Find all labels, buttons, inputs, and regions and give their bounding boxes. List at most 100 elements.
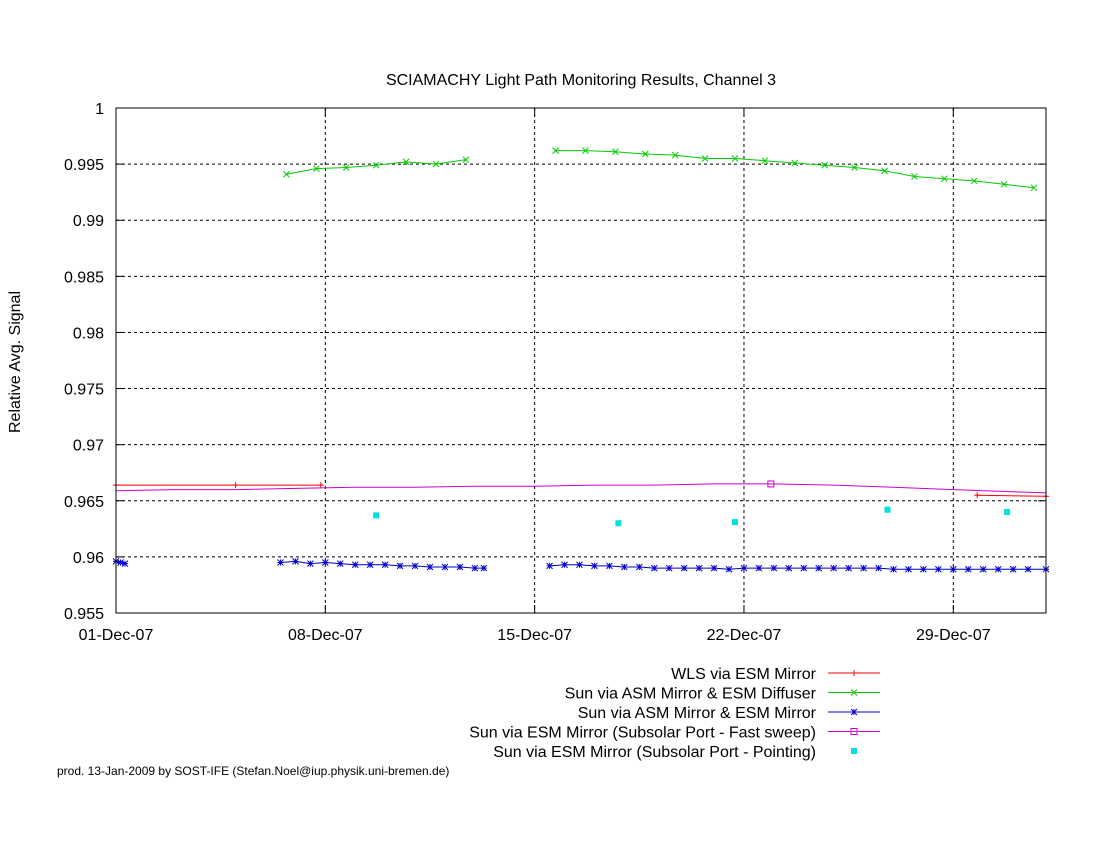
data-point xyxy=(373,512,380,519)
y-axis-label: Relative Avg. Signal xyxy=(7,291,24,433)
data-point xyxy=(612,148,619,156)
data-point xyxy=(232,482,239,489)
data-point xyxy=(471,564,479,572)
data-point xyxy=(402,158,410,166)
legend-marker xyxy=(851,748,857,754)
series-line xyxy=(115,483,1047,494)
legend-label: Sun via ESM Mirror (Subsolar Port - Poin… xyxy=(493,744,816,761)
data-point xyxy=(411,562,419,570)
data-point xyxy=(940,175,948,183)
data-point xyxy=(911,173,918,180)
data-point xyxy=(117,559,124,566)
data-point xyxy=(1009,565,1017,573)
data-point xyxy=(830,564,838,572)
data-point xyxy=(770,564,778,572)
data-point xyxy=(1000,180,1008,188)
legend-marker xyxy=(851,670,857,676)
data-point xyxy=(671,151,679,159)
x-tick-label: 22-Dec-07 xyxy=(707,627,782,644)
data-point xyxy=(800,564,808,572)
data-point xyxy=(740,564,748,572)
y-tick-label: 1 xyxy=(95,101,104,118)
data-point xyxy=(860,564,867,572)
data-point xyxy=(994,565,1002,573)
series-4 xyxy=(373,506,1011,527)
data-point xyxy=(546,562,553,570)
data-point xyxy=(317,482,324,489)
series-3 xyxy=(115,480,1047,494)
legend-label: Sun via ASM Mirror & ESM Mirror xyxy=(578,705,817,722)
data-point xyxy=(381,561,389,569)
data-point xyxy=(582,147,589,154)
data-point xyxy=(821,161,829,169)
data-point xyxy=(277,559,284,566)
series-line xyxy=(555,150,1035,189)
data-point xyxy=(561,561,568,569)
data-point xyxy=(875,564,882,572)
data-point xyxy=(845,564,852,572)
data-point xyxy=(964,565,972,573)
data-point xyxy=(970,177,978,185)
data-point xyxy=(1004,509,1011,515)
data-point xyxy=(761,157,769,165)
data-point xyxy=(432,160,440,168)
data-point xyxy=(905,565,912,573)
y-tick-label: 0.965 xyxy=(64,494,104,511)
data-point xyxy=(755,564,763,572)
data-point xyxy=(641,150,649,158)
chart-title: SCIAMACHY Light Path Monitoring Results,… xyxy=(386,72,776,89)
data-point xyxy=(462,156,470,163)
data-point xyxy=(920,565,927,573)
data-point xyxy=(815,564,823,572)
series-line xyxy=(977,494,1047,497)
data-point xyxy=(606,562,613,570)
data-point xyxy=(710,564,718,572)
data-point xyxy=(851,164,858,171)
data-point xyxy=(615,520,622,527)
data-point xyxy=(307,560,314,567)
data-point xyxy=(121,560,129,567)
data-point xyxy=(665,564,673,572)
data-point xyxy=(635,563,643,571)
data-point xyxy=(701,155,709,162)
legend-label: Sun via ASM Mirror & ESM Diffuser xyxy=(565,686,817,703)
x-tick-label: 15-Dec-07 xyxy=(497,627,572,644)
data-point xyxy=(1030,184,1038,192)
legend-marker xyxy=(850,728,858,735)
y-tick-label: 0.985 xyxy=(64,269,104,286)
legend-label: WLS via ESM Mirror xyxy=(671,666,817,683)
series-0 xyxy=(113,482,1049,500)
data-point xyxy=(1024,565,1032,573)
grid-lines xyxy=(116,108,1046,613)
legend-label: Sun via ESM Mirror (Subsolar Port - Fast… xyxy=(469,725,816,742)
data-point xyxy=(396,562,404,570)
legend: WLS via ESM Mirror Sun via ASM Mirror & E… xyxy=(469,666,880,761)
legend-marker xyxy=(850,708,858,716)
data-point xyxy=(480,564,488,572)
data-point xyxy=(731,155,739,162)
data-point xyxy=(695,564,703,572)
data-point xyxy=(552,147,559,154)
data-point xyxy=(342,164,350,171)
data-point xyxy=(890,565,897,573)
data-point xyxy=(591,562,598,570)
data-point xyxy=(292,558,299,565)
x-tick-label: 29-Dec-07 xyxy=(916,627,991,644)
data-point xyxy=(680,564,688,572)
data-point xyxy=(974,492,981,499)
data-point xyxy=(426,563,434,571)
data-point xyxy=(881,167,888,175)
series-1 xyxy=(283,147,1038,192)
legend-marker xyxy=(850,689,858,696)
data-point xyxy=(732,519,739,526)
y-tick-label: 0.98 xyxy=(73,325,104,342)
data-point xyxy=(791,159,799,167)
y-tick-label: 0.975 xyxy=(64,382,104,399)
x-tick-label: 08-Dec-07 xyxy=(288,627,363,644)
data-point xyxy=(351,561,359,569)
y-tick-label: 0.96 xyxy=(73,550,104,567)
data-point xyxy=(979,565,987,573)
data-point xyxy=(321,559,329,566)
data-point xyxy=(283,170,290,178)
